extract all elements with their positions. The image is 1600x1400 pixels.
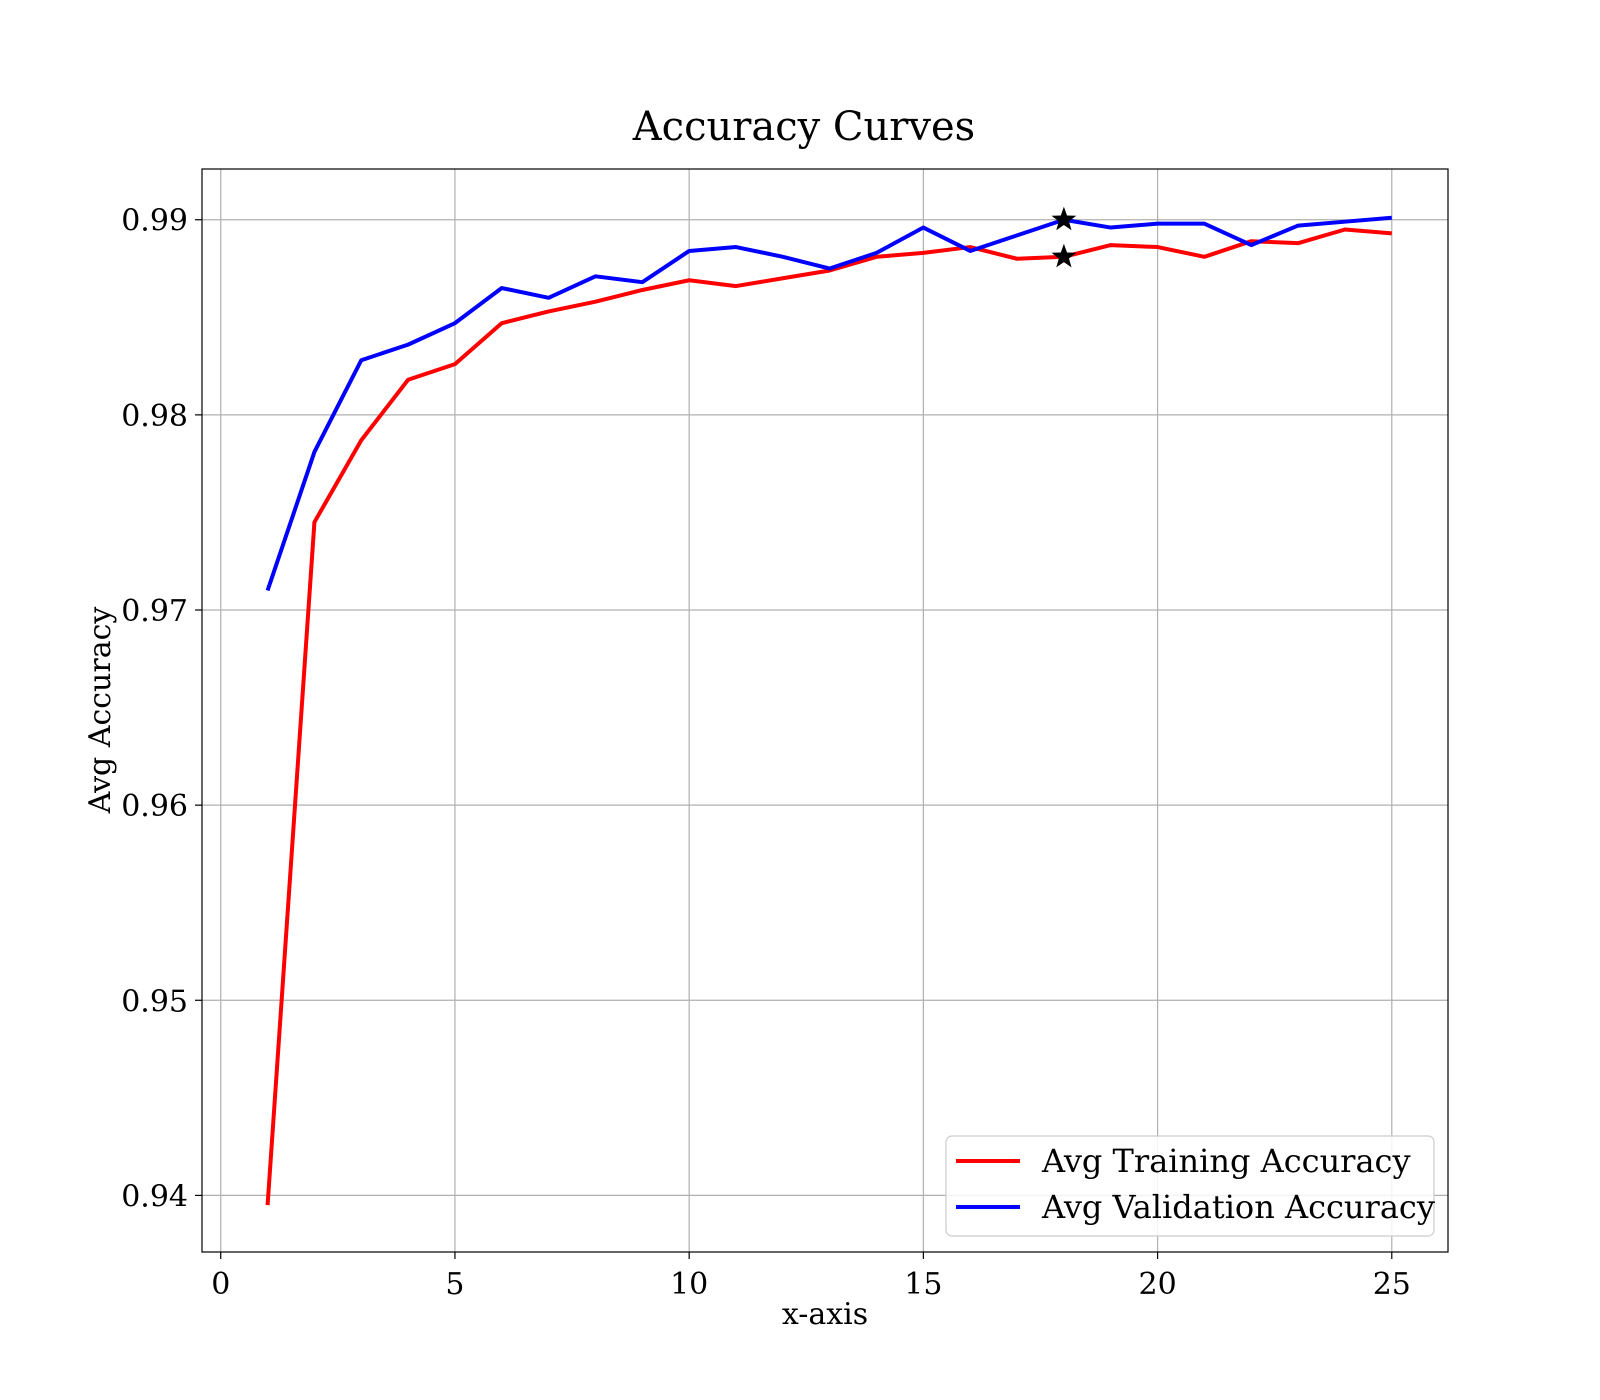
validation-accuracy-line bbox=[265, 215, 1392, 592]
legend: Avg Training Accuracy Avg Validation Acc… bbox=[945, 1135, 1435, 1237]
x-axis-label: x-axis bbox=[782, 1297, 868, 1332]
x-tick-label: 0 bbox=[211, 1267, 230, 1302]
series-lines bbox=[265, 215, 1392, 1206]
y-tick-label: 0.96 bbox=[121, 789, 188, 824]
y-tick-label: 0.98 bbox=[121, 399, 188, 434]
best-epoch-markers bbox=[1051, 206, 1077, 268]
legend-label-validation: Avg Validation Accuracy bbox=[1041, 1188, 1435, 1226]
y-tick-label: 0.94 bbox=[121, 1179, 188, 1214]
training-accuracy-line bbox=[265, 227, 1392, 1206]
y-tick-label: 0.95 bbox=[121, 984, 188, 1019]
y-tick-label: 0.97 bbox=[121, 594, 188, 629]
training-best-star-marker bbox=[1051, 243, 1077, 268]
grid-lines bbox=[202, 169, 1448, 1252]
x-tick-label: 10 bbox=[670, 1267, 708, 1302]
legend-label-training: Avg Training Accuracy bbox=[1041, 1142, 1411, 1180]
x-tick-label: 5 bbox=[445, 1267, 464, 1302]
x-tick-label: 25 bbox=[1373, 1267, 1411, 1302]
chart-title: Accuracy Curves bbox=[632, 104, 975, 150]
axis-ticks: 0 5 10 15 20 25 0.94 0.95 0.96 0.97 0.98 0.99 bbox=[121, 204, 1411, 1302]
y-axis-label: Avg Accuracy bbox=[83, 607, 118, 815]
plot-frame bbox=[201, 168, 1449, 1253]
y-tick-label: 0.99 bbox=[121, 204, 188, 239]
x-tick-label: 20 bbox=[1138, 1267, 1176, 1302]
x-tick-label: 15 bbox=[904, 1267, 942, 1302]
legend-box bbox=[945, 1135, 1435, 1237]
validation-best-star-marker bbox=[1051, 206, 1077, 231]
